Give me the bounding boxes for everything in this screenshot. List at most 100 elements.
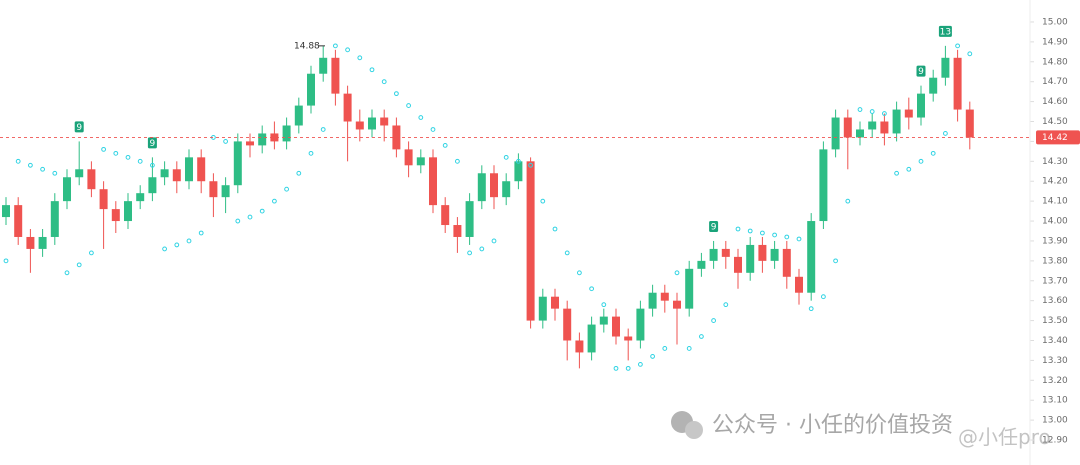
sar-dot (735, 226, 741, 232)
y-tick-label: 14.10 (1042, 197, 1068, 207)
sar-dot (223, 139, 229, 144)
sar-dot (284, 186, 290, 192)
setup-badge (938, 25, 952, 37)
y-tick-label: 13.50 (1042, 316, 1068, 326)
y-tick-label: 13.00 (1042, 416, 1068, 426)
y-tick-label: 13.20 (1042, 376, 1068, 386)
sar-dot (272, 198, 277, 204)
candle-body (270, 133, 279, 142)
sar-dot (150, 162, 155, 168)
sar-dot (345, 47, 351, 53)
setup-badge (709, 220, 719, 232)
sar-dot (930, 150, 936, 156)
candle-body (38, 236, 47, 249)
y-tick-label: 13.90 (1042, 236, 1068, 246)
candle-body (746, 244, 755, 273)
setup-badge (916, 65, 926, 77)
candle-body (368, 117, 376, 130)
candle-body (880, 121, 889, 134)
candle-body (185, 157, 193, 182)
candle-body (831, 117, 840, 150)
sar-dot (369, 67, 375, 73)
candle-body (648, 292, 657, 309)
sar-dot (674, 270, 680, 276)
candle-body (87, 169, 96, 190)
sar-dot (186, 238, 192, 244)
sar-dot (491, 238, 497, 244)
candle-body (343, 93, 352, 122)
sar-dot (394, 91, 399, 97)
candle-body (209, 181, 218, 198)
sar-dot (259, 208, 265, 214)
y-tick-label: 13.30 (1042, 356, 1068, 366)
candle-body (197, 157, 206, 182)
candle-body (709, 248, 718, 261)
sar-dot (406, 103, 412, 108)
candle-body (477, 173, 486, 202)
sar-dot (686, 346, 692, 351)
sar-dot (833, 258, 838, 264)
sar-dot (381, 79, 387, 85)
candle-body (453, 225, 462, 237)
candle-body (758, 244, 767, 261)
sar-dot (857, 107, 863, 112)
candle-body (404, 149, 413, 166)
sar-dot (699, 334, 704, 339)
candle-body (795, 276, 803, 293)
candle-body (819, 149, 828, 222)
sar-dot (662, 346, 668, 351)
sar-dot (845, 198, 851, 204)
candle-body (233, 141, 242, 186)
candle-body (258, 133, 267, 146)
candle-body (75, 169, 84, 178)
sar-dot (784, 234, 790, 240)
sar-dot (613, 365, 619, 371)
candle-body (124, 201, 132, 222)
candle-body (660, 292, 669, 301)
candle-body (294, 105, 303, 126)
sar-dot (296, 170, 302, 176)
y-tick-label: 12.90 (1042, 436, 1068, 446)
sar-dot (442, 142, 448, 148)
sar-dot (113, 150, 119, 156)
sar-dot (247, 214, 253, 220)
sar-dot (906, 166, 912, 172)
sar-dot (308, 150, 314, 156)
y-tick-label: 14.90 (1042, 37, 1068, 47)
setup-label: 9 (150, 139, 156, 149)
candle-body (355, 121, 364, 130)
candle-body (697, 260, 706, 269)
setup-badge (147, 137, 157, 149)
sar-dot (638, 361, 643, 367)
candle-body (307, 73, 315, 106)
sar-dot (28, 162, 33, 168)
y-tick-label: 14.30 (1042, 157, 1068, 167)
sar-dot (235, 218, 241, 224)
sar-dot (967, 51, 973, 57)
sar-dot (577, 270, 582, 276)
sar-dot (625, 365, 631, 371)
candle-body (953, 57, 962, 110)
sar-dot (808, 306, 814, 312)
sar-dot (552, 226, 558, 232)
candle-body (465, 201, 474, 237)
candle-body (148, 177, 157, 194)
sar-dot (528, 162, 533, 168)
sar-dot (467, 250, 473, 256)
sar-dot (772, 232, 777, 238)
sar-dot (125, 154, 131, 160)
sar-dot (430, 127, 436, 132)
candle-body (868, 121, 877, 130)
candle-body (331, 57, 340, 94)
candle-body (441, 205, 450, 226)
sar-dot (503, 154, 509, 160)
y-tick-label: 14.60 (1042, 97, 1068, 107)
candle-body (282, 125, 291, 142)
sar-dot (955, 43, 960, 49)
sar-dot (479, 246, 485, 252)
candle-body (380, 117, 389, 126)
sar-dot (3, 258, 9, 264)
candle-body (246, 141, 254, 146)
sar-dot (516, 158, 521, 164)
